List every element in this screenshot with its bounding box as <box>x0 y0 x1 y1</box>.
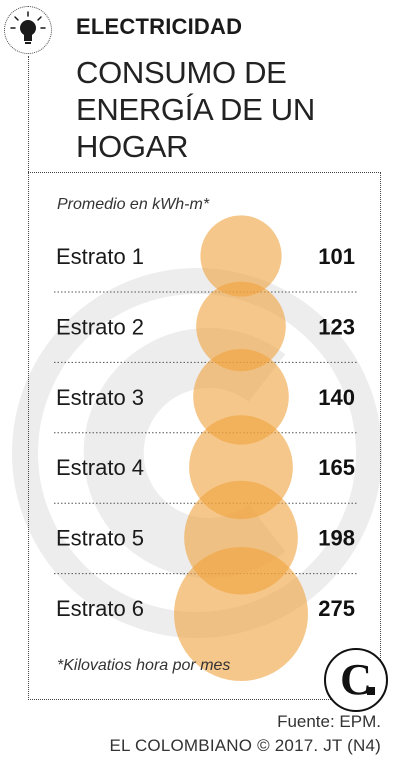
copyright-credit: EL COLOMBIANO © 2017. JT (N4) <box>109 736 381 755</box>
bubble-3 <box>193 348 289 445</box>
el-colombiano-logo: C <box>324 648 388 712</box>
category-label: Estrato 1 <box>56 244 144 269</box>
lightbulb-icon <box>4 6 52 54</box>
category-label: Estrato 2 <box>56 314 144 339</box>
bubble-1 <box>200 215 282 297</box>
chart-frame <box>28 172 381 700</box>
value-label: 165 <box>318 455 355 480</box>
value-label: 101 <box>318 244 355 269</box>
chart-footnote: *Kilovatios hora por mes <box>57 657 231 674</box>
chart-subtitle: Promedio en kWh-m* <box>57 196 210 213</box>
value-label: 140 <box>318 385 355 410</box>
bubble-6 <box>174 547 308 681</box>
category-label: Estrato 4 <box>56 455 144 480</box>
category-label: Estrato 3 <box>56 385 144 410</box>
section-kicker: ELECTRICIDAD <box>76 14 243 39</box>
value-label: 198 <box>318 526 355 551</box>
value-label: 123 <box>318 314 355 339</box>
category-label: Estrato 6 <box>56 596 144 621</box>
bubble-2 <box>196 281 286 372</box>
page-title: CONSUMO DE ENERGÍA DE UN HOGAR <box>76 55 315 164</box>
category-label: Estrato 5 <box>56 526 144 551</box>
left-dotted-guide <box>28 56 29 700</box>
value-label: 275 <box>318 596 355 621</box>
source-credit: Fuente: EPM. <box>277 712 381 731</box>
